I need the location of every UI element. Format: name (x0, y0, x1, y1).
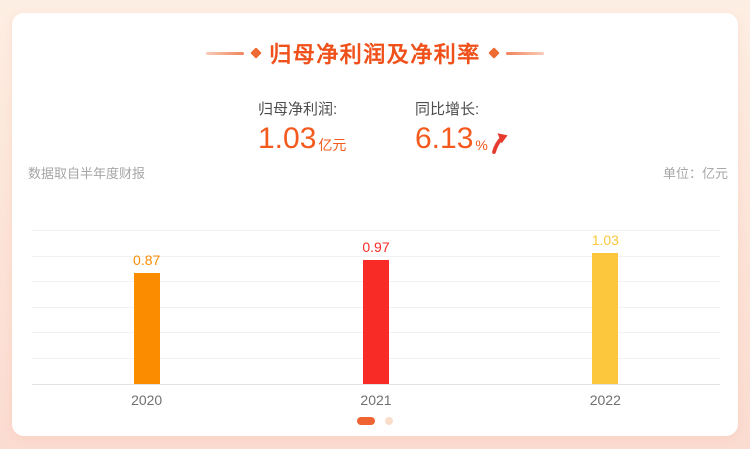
trend-up-arrow-icon (491, 133, 508, 154)
bar-slot-2020: 0.87 (32, 231, 261, 384)
carousel-dot-2[interactable] (385, 417, 393, 425)
diamond-icon (250, 47, 262, 59)
stat-net-profit-value: 1.03 亿元 (258, 124, 346, 154)
x-axis-label-2021: 2021 (360, 392, 392, 408)
stat-yoy-growth-label: 同比增长: (415, 101, 480, 118)
decoration-line (505, 51, 544, 55)
x-axis-labels: 2020 2021 2022 (32, 392, 720, 408)
stat-yoy-growth: 同比增长: 6.13 % (415, 98, 509, 154)
yoy-growth-unit: % (475, 137, 488, 153)
carousel-dot-1[interactable] (357, 417, 375, 425)
net-profit-unit: 亿元 (318, 137, 347, 153)
decoration-line (206, 51, 245, 55)
diamond-icon (488, 47, 500, 59)
bar-2021 (362, 260, 389, 384)
bar-slot-2022: 1.03 (491, 231, 720, 384)
data-source-note: 数据取自半年度财报 (28, 166, 146, 181)
page-title: 归母净利润及净利率 (269, 42, 481, 67)
unit-note: 单位：亿元 (662, 166, 728, 181)
gridline (32, 230, 720, 231)
net-profit-number: 1.03 (258, 122, 317, 155)
bar-value-label: 1.03 (591, 231, 619, 248)
carousel-pagination (12, 417, 738, 425)
meta-row: 数据取自半年度财报 单位：亿元 (28, 163, 728, 182)
bar-value-label: 0.97 (362, 239, 390, 256)
x-axis-label-2020: 2020 (131, 392, 163, 408)
yoy-growth-number: 6.13 (415, 122, 474, 155)
stat-yoy-growth-value: 6.13 % (415, 124, 509, 154)
bar-chart: 0.87 0.97 1.03 2020 2021 2022 (32, 230, 720, 408)
x-axis-label-2022: 2022 (589, 392, 621, 408)
bar-2020 (133, 273, 160, 384)
bar-2022 (592, 252, 619, 384)
bar-value-label: 0.87 (133, 252, 161, 269)
report-card: 归母净利润及净利率 归母净利润: 1.03 亿元 同比增长: 6.13 % (12, 13, 738, 436)
title-decoration-left (206, 47, 262, 59)
stat-net-profit: 归母净利润: 1.03 亿元 (258, 98, 346, 154)
bar-slot-2021: 0.97 (261, 231, 490, 384)
stat-net-profit-label: 归母净利润: (258, 101, 338, 118)
plot-area: 0.87 0.97 1.03 (32, 230, 720, 385)
title-decoration-right (488, 47, 544, 59)
gridline (32, 255, 720, 257)
section-header: 归母净利润及净利率 (12, 37, 738, 69)
